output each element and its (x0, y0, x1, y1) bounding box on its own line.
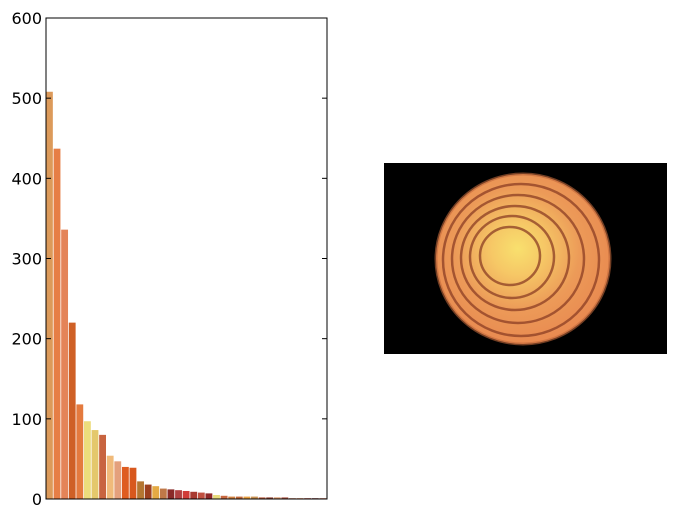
bar-22 (213, 494, 220, 499)
onion-outer-skin (434, 172, 612, 346)
bar-5 (83, 421, 91, 499)
y-tick-label-2: 200 (11, 330, 42, 349)
onion-rings (441, 182, 601, 338)
bar-6 (91, 430, 99, 499)
onion-ring-4 (478, 225, 542, 287)
bar-14 (152, 486, 160, 499)
bar-27 (251, 496, 258, 499)
bar-19 (190, 491, 198, 499)
bar-13 (144, 484, 152, 499)
bar-20 (197, 492, 205, 499)
bar-25 (235, 496, 243, 499)
bar-15 (159, 488, 167, 499)
bar-16 (167, 489, 175, 499)
onion-ring-2 (459, 204, 571, 312)
bar-21 (205, 493, 213, 499)
bar-8 (106, 455, 114, 499)
y-tick-label-6: 600 (11, 9, 42, 28)
bar-18 (182, 490, 190, 499)
y-tick-label-4: 400 (11, 169, 42, 188)
bar-2 (61, 229, 69, 499)
bar-9 (114, 461, 122, 499)
onion-image-panel (384, 163, 667, 354)
bar-29 (266, 497, 274, 499)
bar-3 (68, 322, 76, 499)
onion-ring-3 (468, 214, 556, 300)
bar-17 (175, 490, 182, 499)
bar-0 (46, 91, 53, 499)
color-histogram-chart: 0 100 200 300 400 500 600 (11, 9, 328, 509)
plot-background (46, 18, 327, 499)
bar-4 (76, 404, 84, 499)
bar-23 (220, 495, 228, 499)
bar-12 (137, 481, 144, 499)
y-tick-label-5: 500 (11, 89, 42, 108)
bar-1 (53, 148, 61, 500)
y-axis-ticks: 0 100 200 300 400 500 600 (11, 9, 327, 509)
y-tick-label-0: 0 (32, 490, 42, 509)
onion-ring-0 (441, 182, 601, 338)
bar-7 (99, 434, 106, 499)
y-tick-label-3: 300 (11, 250, 42, 269)
bar-24 (228, 496, 236, 499)
bar-31 (281, 497, 289, 499)
bar-28 (258, 497, 266, 499)
onion-ring-1 (450, 193, 586, 325)
bar-30 (273, 497, 281, 499)
bar-26 (243, 496, 251, 499)
bar-10 (121, 466, 129, 499)
y-tick-label-1: 100 (11, 410, 42, 429)
bar-11 (129, 467, 137, 499)
bar-group (46, 91, 327, 500)
plot-frame (45, 17, 328, 500)
